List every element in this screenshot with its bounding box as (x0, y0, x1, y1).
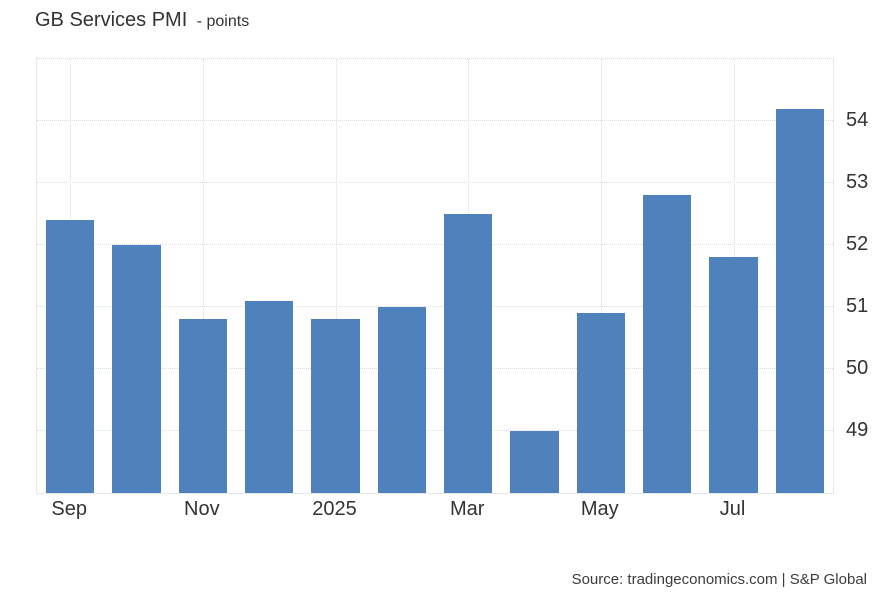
y-tick-label-52: 52 (846, 233, 869, 255)
y-tick-label-50: 50 (846, 357, 869, 379)
plot-area[interactable] (36, 58, 834, 494)
bar-Jun[interactable] (642, 195, 692, 493)
chart-title: GB Services PMI (35, 9, 188, 31)
h-gridline-49 (37, 430, 833, 431)
bar-2025[interactable] (311, 319, 360, 493)
h-gridline-53 (37, 182, 833, 183)
bar-Dec[interactable] (244, 300, 294, 493)
x-tick-label-Mar: Mar (449, 498, 485, 520)
x-tick-label-2025: 2025 (312, 498, 357, 520)
bar-Sep[interactable] (45, 220, 95, 493)
bar-Jul[interactable] (709, 257, 758, 493)
y-tick-label-54: 54 (846, 109, 869, 131)
y-tick-label-53: 53 (846, 171, 869, 193)
v-gridline-May (600, 59, 602, 493)
h-gridline-52 (37, 244, 833, 245)
y-tick-label-49: 49 (846, 419, 869, 441)
bar-May[interactable] (576, 313, 626, 493)
bar-Apr[interactable] (510, 431, 559, 493)
h-gridline-51 (37, 306, 833, 307)
bar-Aug[interactable] (775, 108, 825, 493)
bar-Feb[interactable] (377, 307, 427, 493)
bar-Mar[interactable] (443, 214, 493, 493)
chart-subtitle: - points (196, 13, 250, 30)
source-attribution: Source: tradingeconomics.com | S&P Globa… (571, 571, 867, 588)
bar-Oct[interactable] (112, 245, 161, 493)
bar-Nov[interactable] (178, 319, 228, 493)
x-tick-label-May: May (580, 498, 619, 520)
x-tick-label-Nov: Nov (184, 498, 220, 520)
chart-title-block: GB Services PMI - points (35, 9, 249, 32)
v-gridline-Nov (202, 59, 204, 493)
y-tick-label-51: 51 (846, 295, 869, 317)
x-tick-label-Sep: Sep (51, 498, 87, 520)
x-tick-label-Jul: Jul (719, 498, 746, 520)
v-gridline-2025 (335, 59, 337, 493)
h-gridline-54 (37, 120, 833, 121)
h-gridline-50 (37, 368, 833, 369)
